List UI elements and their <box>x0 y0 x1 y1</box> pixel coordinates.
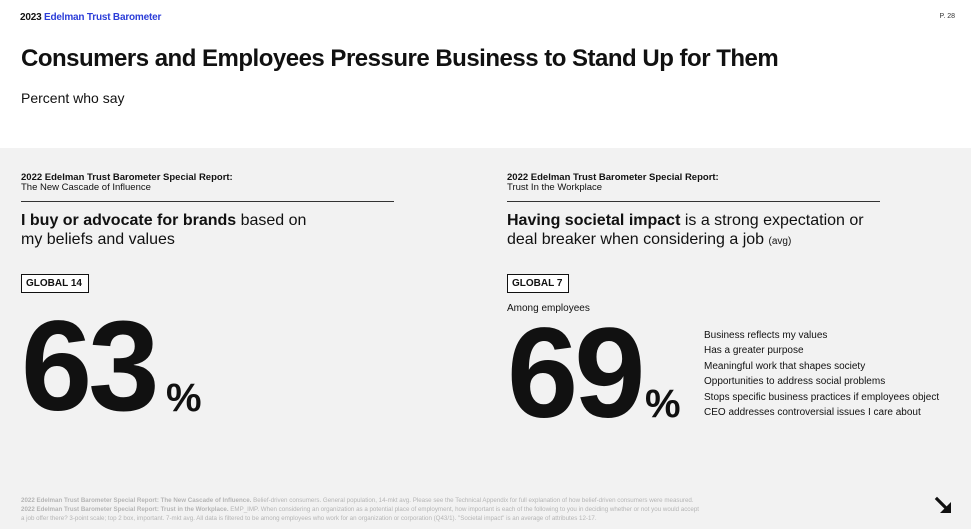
right-headline-text-2: deal breaker when considering a job <box>507 231 769 248</box>
right-report-subtitle: Trust In the Workplace <box>507 182 603 193</box>
page-number: P. 28 <box>939 13 955 20</box>
right-global-badge: GLOBAL 7 <box>507 274 570 293</box>
list-item: Has a greater purpose <box>704 345 804 357</box>
right-report-title: 2022 Edelman Trust Barometer Special Rep… <box>507 172 719 183</box>
left-headline-text-2: my beliefs and values <box>21 231 175 248</box>
left-headline: I buy or advocate for brands based on my… <box>21 211 401 249</box>
right-headline-bold: Having societal impact <box>507 212 681 229</box>
societal-impact-attributes: Business reflects my values Has a greate… <box>704 328 939 420</box>
left-global-badge: GLOBAL 14 <box>21 274 89 293</box>
brand-name: Edelman Trust Barometer <box>44 12 162 23</box>
left-report-title: 2022 Edelman Trust Barometer Special Rep… <box>21 172 233 183</box>
content-panel: 2022 Edelman Trust Barometer Special Rep… <box>0 148 971 529</box>
right-big-number: 69 <box>507 302 645 445</box>
left-headline-text-1: based on <box>236 212 307 229</box>
list-item: CEO addresses controversial issues I car… <box>704 407 921 419</box>
left-percent-sign: % <box>166 376 202 420</box>
among-employees-label: Among employees <box>507 303 590 314</box>
brand-year: 2023 <box>20 12 42 23</box>
brand-logo: 2023 Edelman Trust Barometer <box>20 12 161 23</box>
footnote-line-3: a job offer there? 3-point scale; top 2 … <box>21 515 597 522</box>
arrow-down-right-icon[interactable] <box>934 496 954 516</box>
left-big-number: 63 <box>21 295 159 438</box>
footnote-line-1: 2022 Edelman Trust Barometer Special Rep… <box>21 496 851 505</box>
list-item: Opportunities to address social problems <box>704 376 886 388</box>
right-headline-text-1: is a strong expectation or <box>680 212 864 229</box>
left-report-subtitle: The New Cascade of Influence <box>21 182 151 193</box>
page-title: Consumers and Employees Pressure Busines… <box>21 45 779 72</box>
right-divider <box>507 201 880 202</box>
left-divider <box>21 201 394 202</box>
footnote: 2022 Edelman Trust Barometer Special Rep… <box>21 496 851 523</box>
list-item: Meaningful work that shapes society <box>704 360 866 372</box>
right-headline: Having societal impact is a strong expec… <box>507 211 887 251</box>
slide-header: 2023 Edelman Trust Barometer P. 28 Consu… <box>0 0 971 148</box>
footnote-source-1: 2022 Edelman Trust Barometer Special Rep… <box>21 497 252 504</box>
list-item: Stops specific business practices if emp… <box>704 391 940 403</box>
page-subtitle: Percent who say <box>21 90 125 106</box>
footnote-text-2: EMP_IMP. When considering an organizatio… <box>228 506 699 513</box>
right-headline-avg: (avg) <box>768 236 792 247</box>
footnote-source-2: 2022 Edelman Trust Barometer Special Rep… <box>21 506 229 513</box>
right-percent-sign: % <box>645 382 681 426</box>
left-headline-bold: I buy or advocate for brands <box>21 212 237 229</box>
list-item: Business reflects my values <box>704 330 828 341</box>
footnote-line-2: 2022 Edelman Trust Barometer Special Rep… <box>21 505 851 514</box>
footnote-text-1: Belief-driven consumers. General populat… <box>251 497 694 504</box>
